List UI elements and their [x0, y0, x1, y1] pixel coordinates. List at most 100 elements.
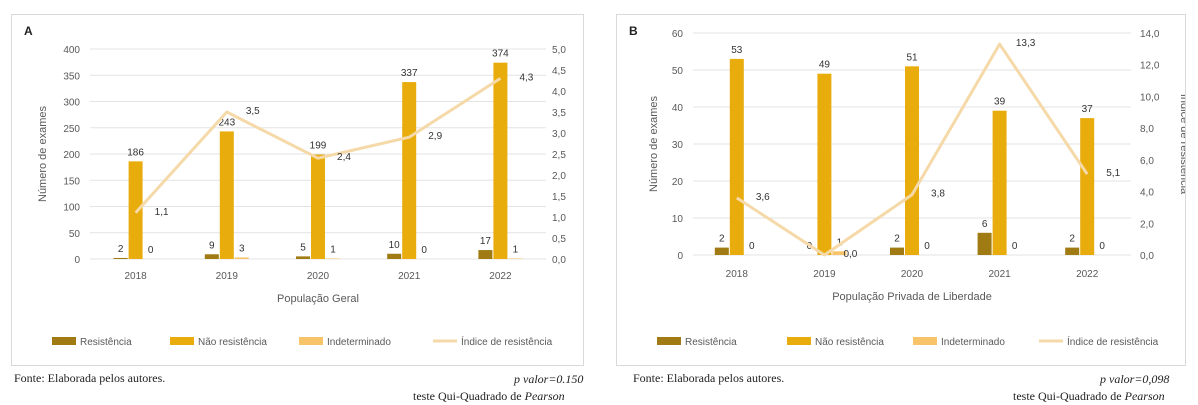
bar-a-resist-ncia — [296, 256, 310, 259]
line-data-label-a: 1,1 — [155, 207, 169, 218]
y-tick-label-a: 200 — [63, 150, 80, 161]
line-data-label-b: 13,3 — [1016, 38, 1036, 49]
test-name-b: Pearson — [1124, 389, 1165, 403]
legend-label-a: Resistência — [80, 337, 132, 348]
bar-a-resist-ncia — [113, 257, 128, 259]
line-data-label-a: 2,9 — [428, 131, 442, 142]
test-note-b: teste Qui-Quadrado de Pearson — [1013, 389, 1165, 404]
bar-a-n-o-resist-ncia — [402, 82, 417, 259]
bar-a-n-o-resist-ncia — [493, 62, 508, 260]
test-note-a: teste Qui-Quadrado de Pearson — [413, 389, 565, 404]
p-value-b: p valor=0,098 — [1100, 372, 1170, 386]
x-tick-label-a: 2022 — [489, 271, 512, 282]
y-axis-title-b: Número de exames — [648, 96, 660, 192]
y-right-tick-label-a: 4,0 — [552, 87, 566, 98]
chart-panel-b: B 0 10 20 30 40 50 60 0,0 2,0 4,0 6,0 8,0 10,0 12,0 14,… — [616, 14, 1186, 366]
bar-b-resist-ncia — [1065, 247, 1080, 255]
legend-swatch-a — [299, 337, 323, 345]
y-right-tick-label-a: 2,5 — [552, 150, 566, 161]
y-tick-label-b: 0 — [677, 251, 683, 262]
x-tick-label-a: 2020 — [307, 271, 330, 282]
panel-label-a: A — [24, 24, 33, 38]
line-data-label-a: 2,4 — [337, 152, 351, 163]
bar-data-label-a: 1 — [513, 244, 519, 255]
bar-b-resist-ncia — [977, 232, 992, 255]
legend-label-b: Indeterminado — [941, 337, 1005, 348]
line-data-label-b: 3,8 — [931, 189, 945, 200]
bar-data-label-a: 5 — [300, 242, 306, 253]
bar-b-resist-ncia — [714, 247, 729, 255]
bar-a-indeterminado — [508, 258, 523, 259]
index-line-b — [735, 42, 1089, 257]
chart-b-svg: B01020304050600,02,04,06,08,010,012,014,… — [629, 24, 1185, 348]
line-data-label-a: 3,5 — [246, 106, 260, 117]
legend-label-a: Índice de resistência — [461, 335, 553, 348]
y-right-tick-label-b: 2,0 — [1140, 219, 1154, 230]
y-right-tick-label-b: 6,0 — [1140, 156, 1154, 167]
bar-a-n-o-resist-ncia — [311, 154, 325, 259]
x-tick-label-b: 2022 — [1076, 269, 1099, 280]
bar-data-label-a: 2 — [118, 244, 124, 255]
p-value-a: p valor=0.150 — [514, 372, 584, 386]
x-axis-title-a: População Geral — [277, 293, 359, 305]
bar-b-n-o-resist-ncia — [905, 66, 919, 255]
y-right-tick-label-b: 12,0 — [1140, 61, 1160, 72]
bar-data-label-b: 6 — [982, 219, 988, 230]
bar-data-label-a: 0 — [148, 245, 154, 256]
x-tick-label-b: 2021 — [988, 269, 1011, 280]
bar-b-n-o-resist-ncia — [817, 73, 832, 255]
bar-a-indeterminado — [326, 258, 340, 259]
x-tick-label-a: 2019 — [216, 271, 239, 282]
y-axis-title-a: Número de exames — [37, 106, 49, 202]
bar-data-label-a: 337 — [401, 68, 418, 79]
y-right-tick-label-a: 1,5 — [552, 192, 566, 203]
bar-data-label-a: 186 — [127, 147, 144, 158]
bar-b-n-o-resist-ncia — [729, 58, 744, 256]
bar-data-label-b: 39 — [994, 97, 1006, 108]
y-right-axis-title-b: Índice de resistência — [1178, 94, 1185, 195]
legend-label-b: Resistência — [685, 337, 737, 348]
y-right-tick-label-a: 5,0 — [552, 45, 566, 56]
source-note-b: Fonte: Elaborada pelos autores. — [633, 371, 785, 385]
y-right-tick-label-b: 14,0 — [1140, 29, 1160, 40]
bar-data-label-b: 0 — [924, 241, 930, 252]
test-text-b: teste Qui-Quadrado de — [1013, 389, 1125, 403]
y-right-tick-label-a: 2,0 — [552, 171, 566, 182]
bar-a-resist-ncia — [478, 250, 493, 259]
y-right-tick-label-a: 0,0 — [552, 255, 566, 266]
bar-data-label-a: 374 — [492, 49, 509, 60]
legend-swatch-b — [657, 337, 681, 345]
panel-label-b: B — [629, 24, 638, 38]
y-tick-label-a: 300 — [63, 98, 80, 109]
x-tick-label-b: 2019 — [813, 269, 836, 280]
bar-data-label-a: 243 — [218, 117, 235, 128]
legend-swatch-a — [170, 337, 194, 345]
y-tick-label-a: 0 — [74, 255, 80, 266]
bar-data-label-a: 3 — [239, 243, 245, 254]
y-right-tick-label-a: 0,5 — [552, 234, 566, 245]
y-right-tick-label-a: 1,0 — [552, 213, 566, 224]
y-right-tick-label-a: 4,5 — [552, 66, 566, 77]
y-tick-label-b: 20 — [672, 177, 684, 188]
test-text-a: teste Qui-Quadrado de — [413, 389, 525, 403]
bar-data-label-a: 17 — [480, 236, 492, 247]
y-tick-label-a: 350 — [63, 71, 80, 82]
bar-data-label-b: 53 — [731, 45, 743, 56]
bar-data-label-b: 0 — [749, 241, 755, 252]
legend-label-a: Indeterminado — [327, 337, 391, 348]
y-tick-label-b: 60 — [672, 29, 684, 40]
bar-a-n-o-resist-ncia — [128, 161, 143, 259]
bar-b-n-o-resist-ncia — [992, 110, 1007, 255]
bar-a-n-o-resist-ncia — [219, 131, 234, 259]
bar-data-label-a: 9 — [209, 240, 215, 251]
bar-data-label-b: 2 — [1069, 234, 1075, 245]
x-axis-title-b: População Privada de Liberdade — [832, 291, 992, 303]
y-right-tick-label-b: 10,0 — [1140, 92, 1160, 103]
bar-b-indeterminado — [832, 251, 847, 255]
legend-swatch-b — [787, 337, 811, 345]
y-right-tick-label-b: 8,0 — [1140, 124, 1154, 135]
bar-data-label-b: 51 — [906, 52, 918, 63]
bar-data-label-a: 10 — [389, 240, 401, 251]
x-tick-label-a: 2021 — [398, 271, 421, 282]
y-tick-label-a: 400 — [63, 45, 80, 56]
